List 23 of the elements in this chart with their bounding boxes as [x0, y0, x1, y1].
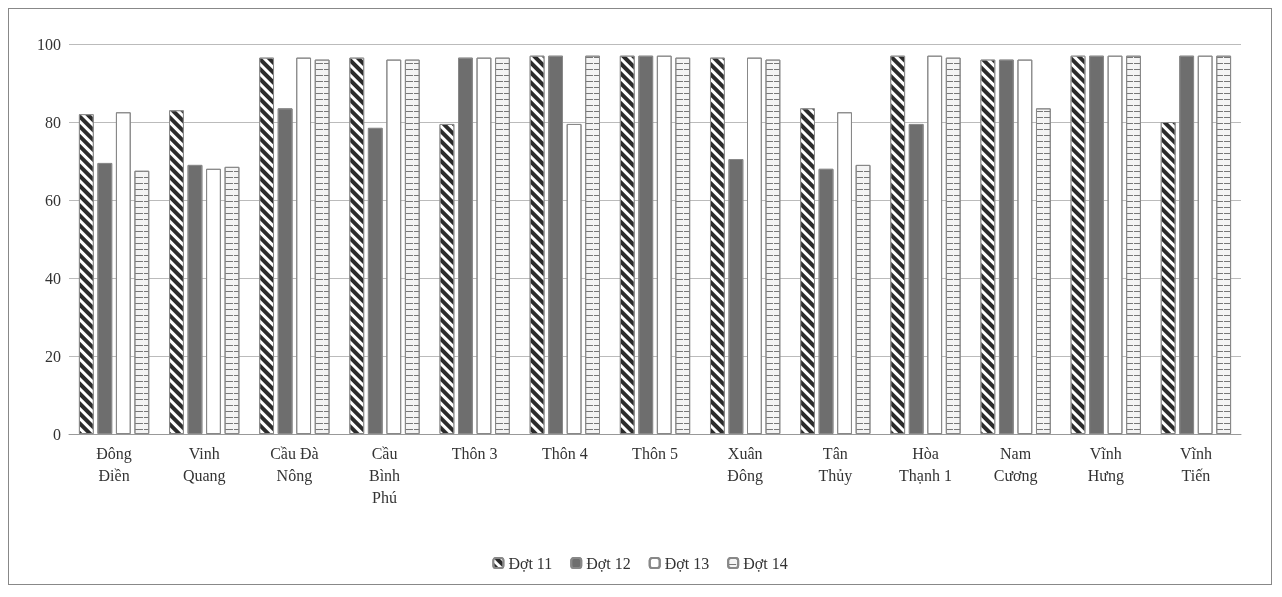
y-tick-label: 40	[45, 269, 61, 287]
x-tick-label: Thôn 5	[632, 444, 678, 462]
x-tick-label: Vĩnh Tiến	[1179, 444, 1212, 484]
y-tick-label: 60	[45, 191, 61, 209]
x-tick-label: Xuân Đông	[727, 444, 763, 485]
y-tick-label: 100	[37, 35, 61, 53]
legend-label: Đợt 11	[508, 554, 553, 572]
legend-label: Đợt 13	[664, 554, 710, 572]
x-tick-label: Thôn 3	[451, 444, 498, 462]
x-tick-label: Hòa Thạnh 1	[899, 444, 952, 484]
legend-label: Đợt 14	[743, 554, 788, 572]
x-tick-label: Cầu Bình Phú	[368, 444, 401, 506]
x-tick-label: Vĩnh Hưng	[1087, 444, 1124, 485]
legend-label: Đợt 12	[586, 554, 631, 572]
x-tick-label: Đông Điền	[96, 444, 132, 484]
x-tick-label: Tân Thủy	[818, 444, 853, 485]
y-tick-label: 80	[45, 113, 61, 131]
x-tick-label: Cầu Đà Nông	[270, 444, 319, 485]
x-tick-label: Vinh Quang	[182, 444, 226, 485]
x-tick-label: Nam Cương	[993, 444, 1038, 485]
y-tick-label: 20	[45, 347, 61, 365]
x-tick-label: Thôn 4	[541, 444, 588, 462]
y-tick-label: 0	[53, 425, 61, 443]
